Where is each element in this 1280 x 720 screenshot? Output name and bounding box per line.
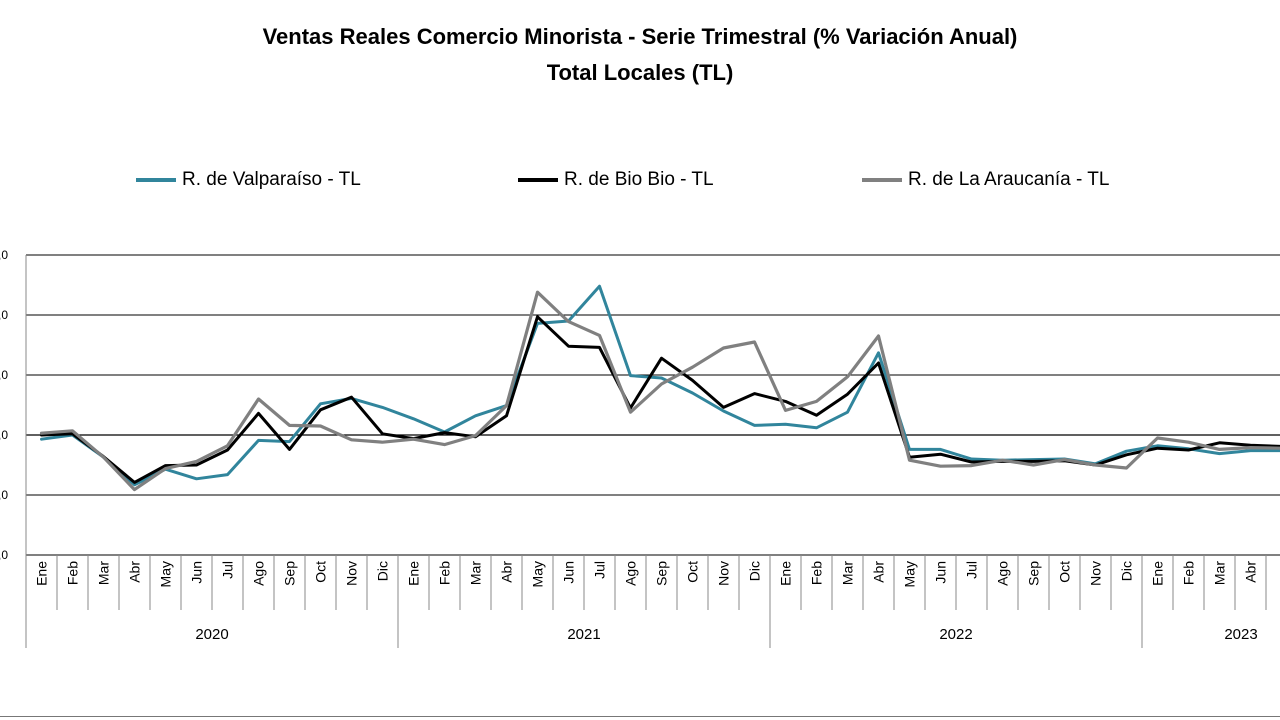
category-label: Abr xyxy=(1243,561,1259,583)
category-label: Sep xyxy=(1026,561,1042,586)
category-label: Oct xyxy=(313,561,329,583)
category-label: Feb xyxy=(1181,561,1197,585)
category-label: Jun xyxy=(189,561,205,584)
category-label: Ene xyxy=(34,561,50,586)
legend-label-biobio: R. de Bio Bio - TL xyxy=(564,169,714,190)
category-label: Dic xyxy=(1119,561,1135,581)
category-label: Ene xyxy=(406,561,422,586)
category-label: Ago xyxy=(623,561,639,586)
series-line-araucania xyxy=(39,290,1280,492)
legend-swatch-araucania xyxy=(862,178,902,182)
y-tick-label: 0,0 xyxy=(0,368,8,382)
category-label: Abr xyxy=(499,561,515,583)
category-label: Ene xyxy=(778,561,794,586)
category-label: Nov xyxy=(344,561,360,586)
category-label: Nov xyxy=(1088,561,1104,586)
category-label: Mar xyxy=(96,561,112,585)
category-label: Jun xyxy=(933,561,949,584)
category-label: Ago xyxy=(251,561,267,586)
category-label: Feb xyxy=(809,561,825,585)
y-tick-label: 0,0 xyxy=(0,428,8,442)
category-label: Jun xyxy=(561,561,577,584)
category-label: Ago xyxy=(995,561,1011,586)
category-label: May xyxy=(158,561,174,587)
y-tick-label: 0,0 xyxy=(0,548,8,562)
category-label: Jul xyxy=(592,561,608,579)
category-label: Sep xyxy=(654,561,670,586)
series-line-biobio xyxy=(40,315,1280,484)
category-label: Abr xyxy=(871,561,887,583)
legend-label-araucania: R. de La Araucanía - TL xyxy=(908,169,1110,190)
legend-item-biobio: R. de Bio Bio - TL xyxy=(518,168,714,192)
chart-title: Ventas Reales Comercio Minorista - Serie… xyxy=(262,24,1018,49)
year-label: 2023 xyxy=(1224,626,1257,643)
category-label: Feb xyxy=(65,561,81,585)
category-label: Dic xyxy=(375,561,391,581)
category-label: Mar xyxy=(1212,561,1228,585)
year-label: 2022 xyxy=(939,626,972,643)
y-tick-label: 0,0 xyxy=(0,488,8,502)
legend-item-valparaiso: R. de Valparaíso - TL xyxy=(136,168,361,192)
y-tick-label: 0,0 xyxy=(0,308,8,322)
category-label: Oct xyxy=(1057,561,1073,583)
category-label: Nov xyxy=(716,561,732,586)
legend-label-valparaiso: R. de Valparaíso - TL xyxy=(182,169,361,190)
category-label: Oct xyxy=(685,561,701,583)
category-label: Dic xyxy=(747,561,763,581)
category-label: May xyxy=(530,561,546,587)
category-label: Jul xyxy=(220,561,236,579)
legend-swatch-valparaiso xyxy=(136,178,176,182)
category-label: Feb xyxy=(437,561,453,585)
category-label: Mar xyxy=(840,561,856,585)
category-label: Jul xyxy=(964,561,980,579)
year-label: 2020 xyxy=(195,626,228,643)
year-label: 2021 xyxy=(567,626,600,643)
legend-item-araucania: R. de La Araucanía - TL xyxy=(862,168,1109,192)
legend-swatch-biobio xyxy=(518,178,558,182)
category-label: Sep xyxy=(282,561,298,586)
category-label: Ene xyxy=(1150,561,1166,586)
category-label: Abr xyxy=(127,561,143,583)
category-label: May xyxy=(902,561,918,587)
y-tick-label: 0,0 xyxy=(0,248,8,262)
chart-subtitle: Total Locales (TL) xyxy=(546,60,734,85)
frame-bottom-border xyxy=(0,716,1280,717)
category-label: Mar xyxy=(468,561,484,585)
